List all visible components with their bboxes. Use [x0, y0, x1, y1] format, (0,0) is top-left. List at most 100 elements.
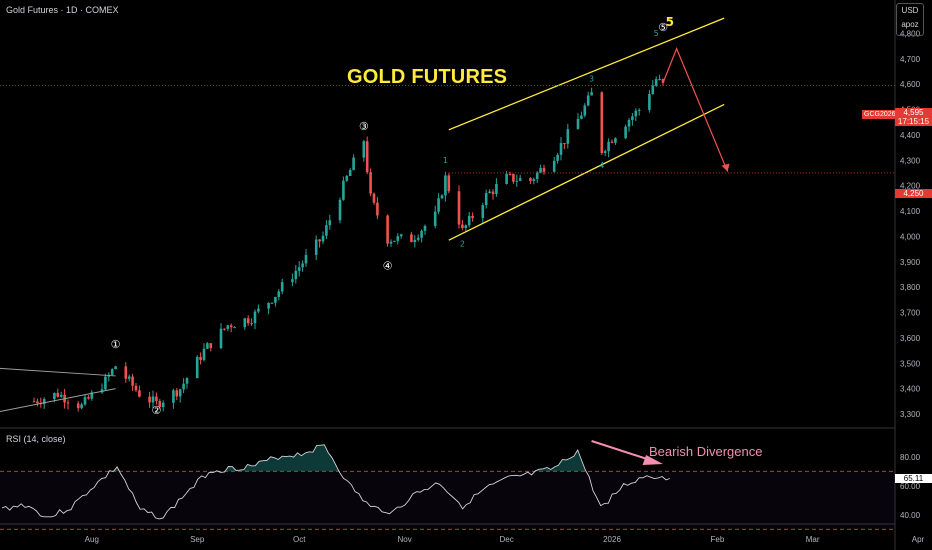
- candle-body: [291, 279, 294, 283]
- candle-body: [518, 178, 522, 181]
- candle-body: [223, 328, 226, 330]
- candle-body: [342, 180, 345, 200]
- candle-body: [631, 116, 634, 121]
- candle-body: [467, 215, 471, 226]
- candle-body: [127, 376, 131, 379]
- candle-body: [648, 94, 651, 110]
- time-tick-label: Dec: [499, 535, 513, 544]
- time-tick-label: Sep: [190, 535, 205, 544]
- projection-arrow: [662, 47, 729, 172]
- candle-body: [637, 109, 641, 111]
- candle-body: [229, 325, 233, 328]
- currency-unit-box[interactable]: USD apoz: [896, 3, 924, 36]
- countdown-value: 17:15:15: [897, 117, 930, 126]
- candle-body: [134, 385, 138, 391]
- projection-arrow-head: [721, 163, 730, 172]
- candle-body: [277, 291, 281, 297]
- time-tick-label: Feb: [711, 535, 725, 544]
- candle-body: [508, 173, 512, 175]
- rsi-overbought-fill: [2, 444, 670, 472]
- symbol-tag: GCG2026: [862, 110, 898, 119]
- candle-body: [257, 308, 260, 312]
- candle-body: [352, 157, 355, 171]
- candle-body: [83, 397, 87, 405]
- candle-body: [627, 120, 631, 127]
- candle-body: [413, 239, 417, 243]
- candle-body: [410, 234, 413, 243]
- candle-body: [175, 390, 179, 397]
- candle-body: [138, 390, 141, 397]
- candle-body: [393, 240, 396, 242]
- price-tick-label: 3,800: [900, 283, 921, 292]
- price-tick-label: 4,200: [900, 182, 921, 191]
- candle-body: [583, 105, 587, 116]
- price-tick-label: 3,300: [900, 410, 921, 419]
- candle-body: [420, 230, 423, 238]
- candle-body: [586, 95, 590, 106]
- candle-body: [535, 172, 539, 180]
- wave-label: ④: [383, 259, 393, 272]
- candle-body: [396, 236, 400, 241]
- candle-body: [624, 126, 627, 139]
- rsi-line: [1, 444, 670, 520]
- candle-body: [590, 92, 593, 96]
- wave-label: 4: [599, 161, 604, 170]
- candle-body: [250, 323, 253, 325]
- candle-body: [42, 399, 46, 404]
- wave-label: 5: [654, 29, 659, 38]
- target-price-value: 4,250: [903, 189, 924, 198]
- candle-body: [243, 318, 247, 328]
- candle-body: [552, 160, 556, 172]
- price-tick-label: 4,800: [900, 29, 921, 38]
- wave-label: 1: [443, 156, 448, 165]
- candle-body: [610, 141, 614, 143]
- candle-body: [515, 180, 519, 182]
- candle-body: [195, 356, 199, 379]
- candle-body: [365, 141, 369, 173]
- candle-body: [658, 79, 661, 81]
- price-tick-label: 3,400: [900, 385, 921, 394]
- candle-body: [90, 392, 94, 399]
- candle-body: [348, 170, 352, 176]
- candle-body: [80, 404, 83, 409]
- currency-label: USD: [901, 6, 919, 15]
- candle-body: [321, 235, 325, 242]
- candle-body: [124, 366, 128, 379]
- headline-label: GOLD FUTURES: [347, 66, 508, 88]
- candle-body: [362, 141, 366, 158]
- candle-body: [56, 392, 60, 397]
- candle-body: [563, 143, 566, 145]
- candle-body: [151, 396, 155, 403]
- candle-body: [267, 302, 270, 309]
- rsi-tick-label: 40.00: [900, 511, 921, 520]
- rsi-tick-label: 80.00: [900, 453, 921, 462]
- candle-body: [386, 215, 389, 244]
- candle-body: [178, 389, 182, 397]
- candle-body: [270, 302, 274, 304]
- candle-body: [328, 220, 332, 226]
- candle-body: [416, 237, 420, 240]
- candle-body: [444, 175, 447, 196]
- wave-label: ①: [111, 338, 121, 351]
- candle-body: [338, 199, 342, 221]
- current-price-tag: 4,595 17:15:15: [895, 108, 932, 126]
- wave-label: ⑤: [658, 21, 668, 34]
- candle-body: [461, 224, 464, 228]
- candle-body: [369, 172, 372, 194]
- candle-body: [114, 366, 117, 370]
- candle-body: [556, 154, 559, 161]
- candle-body: [457, 191, 461, 225]
- candle-body: [576, 118, 580, 130]
- candle-body: [399, 234, 403, 237]
- candle-body: [314, 239, 318, 255]
- price-tick-label: 4,100: [900, 207, 921, 216]
- candle-body: [87, 397, 90, 399]
- candle-body: [376, 202, 379, 216]
- candle-body: [372, 193, 376, 203]
- candle-body: [651, 85, 655, 95]
- wave-label: ②: [151, 404, 161, 417]
- candle-body: [512, 173, 515, 182]
- price-tick-label: 3,700: [900, 309, 921, 318]
- candle-body: [131, 376, 134, 386]
